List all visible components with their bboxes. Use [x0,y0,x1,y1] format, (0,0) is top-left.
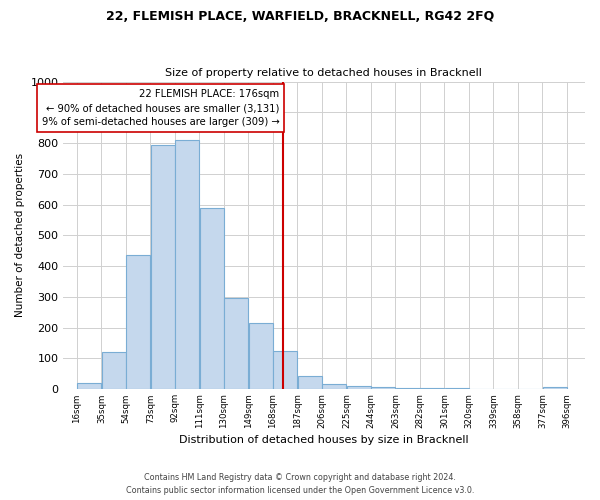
Bar [248,323,273,389]
Bar [322,384,346,389]
X-axis label: Distribution of detached houses by size in Bracknell: Distribution of detached houses by size … [179,435,469,445]
Text: Contains HM Land Registry data © Crown copyright and database right 2024.
Contai: Contains HM Land Registry data © Crown c… [126,474,474,495]
Bar [347,386,371,389]
Bar [200,208,224,389]
Text: 22 FLEMISH PLACE: 176sqm
← 90% of detached houses are smaller (3,131)
9% of semi: 22 FLEMISH PLACE: 176sqm ← 90% of detach… [41,89,280,127]
Text: 22, FLEMISH PLACE, WARFIELD, BRACKNELL, RG42 2FQ: 22, FLEMISH PLACE, WARFIELD, BRACKNELL, … [106,10,494,23]
Bar [151,144,175,389]
Bar [298,376,322,389]
Title: Size of property relative to detached houses in Bracknell: Size of property relative to detached ho… [166,68,482,78]
Bar [420,388,444,389]
Bar [273,350,297,389]
Bar [395,388,420,389]
Y-axis label: Number of detached properties: Number of detached properties [15,153,25,318]
Bar [224,298,248,389]
Bar [126,256,150,389]
Bar [175,140,199,389]
Bar [371,388,395,389]
Bar [542,388,567,389]
Bar [101,352,126,389]
Bar [445,388,469,389]
Bar [77,383,101,389]
